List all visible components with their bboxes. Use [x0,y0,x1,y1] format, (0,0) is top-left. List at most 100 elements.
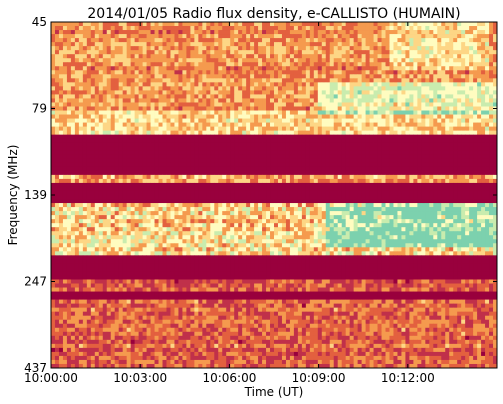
heatmap-cell [393,62,398,67]
heatmap-cell [62,158,68,164]
heatmap-cell [297,58,303,63]
heatmap-cell [142,174,147,180]
heatmap-cell [102,182,108,188]
heatmap-cell [493,162,498,168]
heatmap-cell [114,118,120,123]
heatmap-cell [70,86,76,91]
heatmap-cell [206,102,211,107]
heatmap-cell [222,34,227,39]
heatmap-cell [58,58,64,63]
heatmap-cell [289,110,295,115]
heatmap-cell [254,126,259,132]
heatmap-cell [353,22,359,27]
heatmap-cell [465,114,470,119]
heatmap-cell [445,70,450,75]
heatmap-cell [250,94,255,99]
heatmap-cell [401,26,406,31]
heatmap-cell [102,98,108,103]
heatmap-cell [202,174,207,180]
heatmap-cell [449,190,454,196]
heatmap-cell [365,50,370,55]
heatmap-cell [98,58,104,63]
heatmap-cell [78,42,84,47]
heatmap-cell [289,26,295,31]
heatmap-cell [457,90,462,95]
heatmap-cell [381,182,386,188]
heatmap-cell [301,34,307,39]
heatmap-cell [266,178,271,184]
heatmap-cell [325,182,331,188]
heatmap-cell [58,154,64,160]
heatmap-cell [78,195,84,200]
heatmap-cell [126,110,132,115]
heatmap-cell [477,122,482,127]
heatmap-cell [86,154,92,160]
heatmap-cell [118,158,124,164]
heatmap-cell [78,102,84,107]
heatmap-cell [126,106,132,111]
heatmap-cell [266,186,271,192]
heatmap-cell [389,78,394,83]
heatmap-cell [62,90,68,95]
heatmap-cell [110,122,116,127]
heatmap-cell [250,130,255,136]
heatmap-cell [270,102,275,107]
heatmap-cell [186,199,191,204]
heatmap-cell [457,162,462,168]
heatmap-cell [250,26,255,31]
heatmap-cell [90,102,96,107]
heatmap-cell [158,134,163,140]
heatmap-cell [246,199,251,204]
heatmap-cell [381,142,386,148]
heatmap-cell [226,138,231,144]
heatmap-cell [433,46,438,51]
heatmap-cell [74,195,80,200]
heatmap-cell [473,42,478,47]
heatmap-cell [142,138,147,144]
heatmap-cell [309,42,315,47]
heatmap-cell [409,166,414,172]
heatmap-cell [377,102,382,107]
heatmap-cell [301,98,307,103]
heatmap-cell [74,134,80,140]
heatmap-cell [485,170,490,176]
heatmap-cell [369,26,374,31]
heatmap-cell [134,126,140,132]
heatmap-cell [266,90,271,95]
heatmap-cell [489,158,494,164]
heatmap-cell [86,106,92,111]
heatmap-cell [457,26,462,31]
heatmap-cell [345,186,351,192]
heatmap-cell [465,94,470,99]
heatmap-cell [461,182,466,188]
heatmap-cell [385,22,390,27]
heatmap-cell [349,126,355,132]
heatmap-cell [489,162,494,168]
heatmap-cell [305,90,311,95]
heatmap-cell [150,22,155,27]
heatmap-cell [445,42,450,47]
heatmap-cell [445,182,450,188]
heatmap-cell [369,74,374,79]
heatmap-cell [214,106,219,111]
heatmap-cell [98,182,104,188]
heatmap-cell [70,106,76,111]
heatmap-cell [182,102,187,107]
heatmap-cell [385,86,390,91]
heatmap-cell [94,74,100,79]
heatmap-cell [78,82,84,87]
heatmap-cell [369,118,374,123]
heatmap-cell [102,42,108,47]
heatmap-cell [258,114,263,119]
heatmap-cell [377,158,382,164]
heatmap-cell [78,154,84,160]
heatmap-cell [122,130,128,136]
heatmap-cell [409,114,414,119]
heatmap-cell [317,74,323,79]
heatmap-cell [469,38,474,43]
heatmap-cell [433,150,438,156]
heatmap-cell [262,130,267,136]
heatmap-cell [54,110,60,115]
heatmap-cell [389,42,394,47]
heatmap-cell [281,186,287,192]
